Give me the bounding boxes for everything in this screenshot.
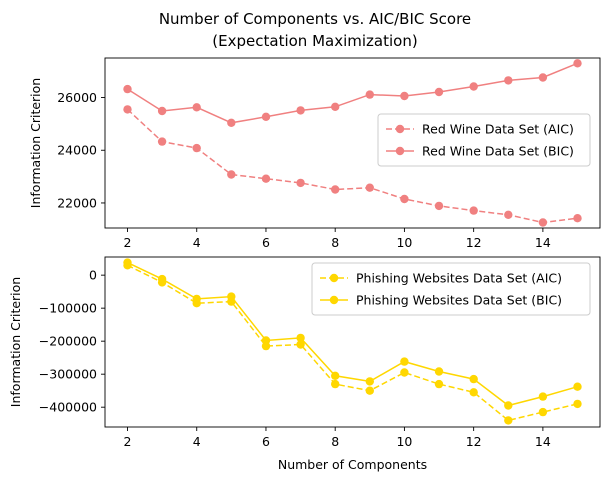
axes-frame-1 [104, 256, 601, 428]
data-point-0-1-6 [331, 102, 340, 112]
legend-label-1-0: Phishing Websites Data Set (AIC) [356, 271, 562, 286]
data-point-0-0-9 [434, 201, 444, 211]
data-point-1-0-7 [365, 386, 374, 395]
legend-label-0-0: Red Wine Data Set (AIC) [422, 122, 574, 137]
data-point-0-0-2 [192, 143, 201, 153]
y-tick-label-0-2: 26000 [57, 90, 97, 105]
y-tick-label-1-0: −400000 [39, 400, 97, 415]
series-line-0-0 [126, 108, 578, 224]
y-tick-label-1-1: −300000 [39, 367, 97, 382]
y-tick-label-0-1: 24000 [57, 143, 97, 158]
figure-title: Number of Components vs. AIC/BIC Score (… [159, 10, 471, 50]
legend-label-0-1: Red Wine Data Set (BIC) [422, 144, 574, 159]
y-tick-label-1-4: 0 [89, 268, 97, 283]
x-tick-label-0-2: 6 [262, 235, 270, 250]
data-point-0-1-3 [227, 118, 236, 128]
data-point-0-0-13 [573, 214, 582, 223]
y-tick-label-1-3: −100000 [39, 301, 97, 316]
x-tick-label-1-6: 14 [535, 434, 551, 449]
data-point-0-0-4 [261, 174, 271, 183]
data-point-1-0-9 [434, 379, 444, 389]
series-line-1-0 [127, 264, 578, 422]
y-tick-label-1-2: −200000 [39, 334, 97, 349]
x-tick-label-1-3: 8 [331, 434, 339, 449]
data-point-1-0-6 [331, 379, 340, 389]
data-point-0-1-11 [504, 76, 513, 85]
x-tick-label-0-5: 12 [466, 235, 482, 250]
data-point-0-0-0 [123, 105, 132, 114]
data-point-1-1-12 [538, 392, 548, 401]
series-line-0-1 [127, 62, 578, 124]
data-point-1-1-9 [434, 367, 444, 376]
data-point-1-0-11 [504, 416, 513, 425]
data-point-0-1-4 [261, 112, 271, 122]
data-point-0-0-11 [504, 210, 513, 219]
legend-label-1-1: Phishing Websites Data Set (BIC) [356, 293, 562, 308]
data-point-0-1-1 [157, 106, 167, 116]
legend-marker-1-1 [329, 295, 339, 305]
data-point-0-1-13 [573, 59, 582, 68]
data-point-0-1-5 [296, 106, 305, 115]
data-point-0-1-7 [365, 90, 374, 99]
x-tick-label-1-4: 10 [396, 434, 412, 449]
data-point-1-1-1 [157, 274, 167, 284]
x-tick-label-0-4: 10 [396, 235, 412, 250]
data-point-1-1-3 [227, 292, 236, 301]
x-tick-label-1-1: 4 [193, 434, 201, 449]
x-tick-label-0-0: 2 [124, 235, 132, 250]
data-point-1-1-5 [296, 333, 305, 343]
data-point-0-1-9 [434, 87, 444, 97]
legend-marker-0-0 [395, 124, 405, 134]
data-point-1-1-13 [573, 382, 582, 391]
data-point-1-1-0 [123, 258, 132, 267]
data-point-0-1-8 [400, 91, 409, 101]
data-point-1-1-11 [504, 401, 513, 410]
data-point-0-0-5 [296, 178, 305, 188]
y-tick-label-0-0: 22000 [57, 195, 97, 210]
data-point-1-0-8 [400, 368, 409, 377]
data-point-0-0-7 [365, 183, 374, 192]
y-axis-label-1: Information Criterion [8, 277, 23, 407]
data-point-1-1-7 [365, 377, 374, 386]
data-point-1-0-12 [538, 407, 548, 417]
data-point-1-1-2 [192, 294, 201, 304]
data-point-1-0-10 [469, 388, 478, 397]
phishing-subplot: 2 4 6 8 10 12 14 −400000 −300000 −200000 −100000 0 I… [8, 256, 601, 472]
axes-frame-0 [104, 57, 601, 229]
legend-marker-1-0 [329, 273, 339, 283]
data-point-0-0-1 [157, 137, 167, 146]
data-point-1-1-10 [469, 374, 478, 384]
data-point-1-0-5 [296, 340, 305, 349]
data-point-1-0-13 [573, 399, 582, 409]
red-wine-subplot: 2 4 6 8 10 12 14 22000 24000 26000 Information Cri… [28, 57, 601, 250]
title-line-2: (Expectation Maximization) [212, 32, 417, 50]
data-point-0-0-8 [400, 194, 409, 204]
x-tick-label-1-0: 2 [124, 434, 132, 449]
series-line-1-1 [127, 261, 578, 407]
x-tick-label-0-6: 14 [535, 235, 551, 250]
title-line-1: Number of Components vs. AIC/BIC Score [159, 10, 471, 28]
legend-box-1 [311, 262, 591, 316]
data-point-0-1-12 [538, 73, 548, 82]
data-point-1-1-4 [261, 336, 271, 345]
x-tick-label-0-1: 4 [193, 235, 201, 250]
data-point-1-1-8 [400, 357, 409, 366]
legend-marker-0-1 [395, 146, 405, 156]
data-point-1-1-6 [331, 371, 340, 380]
x-axis-label-1: Number of Components [278, 457, 427, 472]
data-point-0-1-0 [123, 84, 132, 94]
data-point-0-0-3 [227, 170, 236, 179]
x-tick-label-1-2: 6 [262, 434, 270, 449]
data-point-0-0-12 [538, 218, 548, 227]
data-point-0-1-10 [469, 82, 478, 91]
legend-box-0 [377, 113, 591, 167]
data-point-0-1-2 [192, 103, 201, 112]
y-axis-label-0: Information Criterion [28, 78, 43, 208]
x-tick-label-1-5: 12 [466, 434, 482, 449]
data-point-0-0-10 [469, 206, 478, 215]
data-point-0-0-6 [331, 185, 340, 194]
x-tick-label-0-3: 8 [331, 235, 339, 250]
